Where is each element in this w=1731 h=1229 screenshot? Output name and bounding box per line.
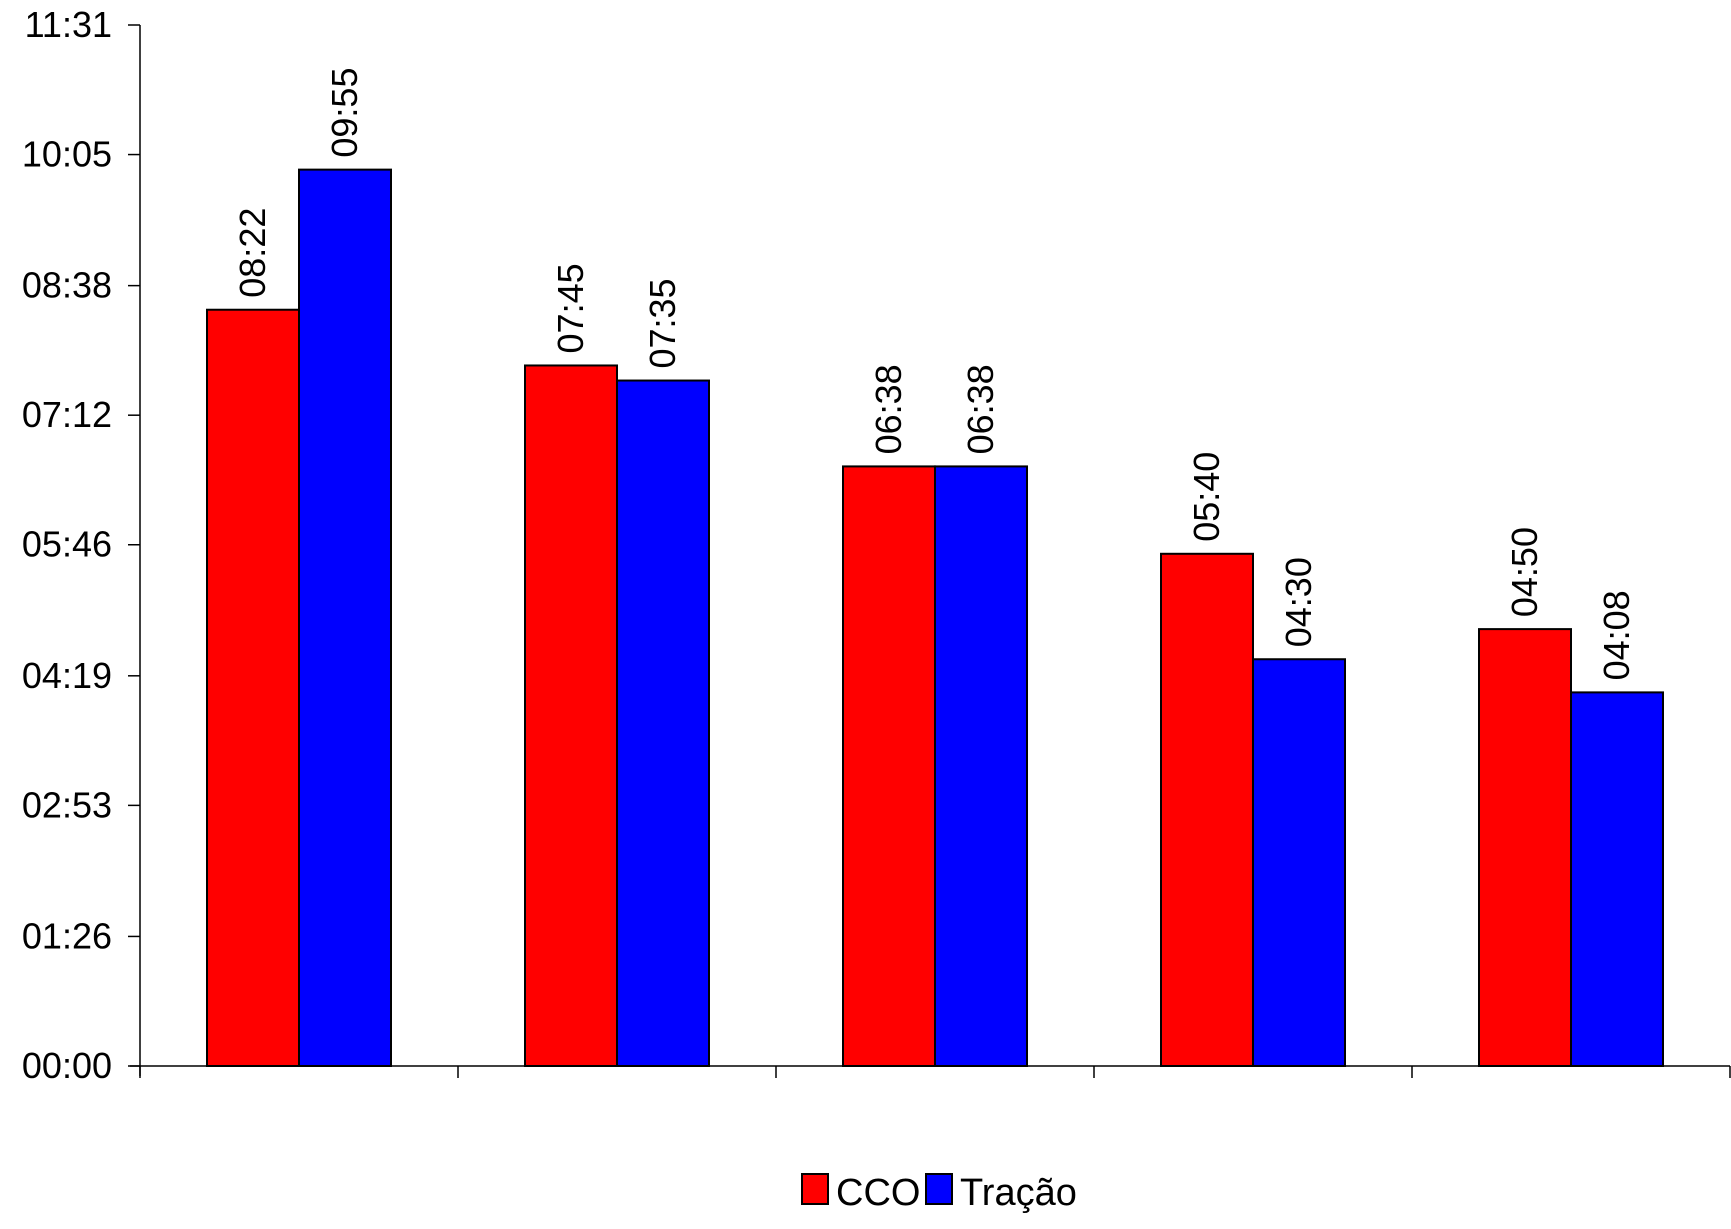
bar-tracao (1570, 691, 1664, 1067)
y-tick-label: 01:26 (22, 915, 112, 956)
data-label: 07:45 (550, 263, 591, 353)
bar-tracao (934, 465, 1028, 1068)
legend-swatch-tracao (925, 1173, 953, 1205)
y-tick-label: 10:05 (22, 134, 112, 175)
y-tick-label: 08:38 (22, 265, 112, 306)
bar-cco (1478, 628, 1572, 1068)
y-tick-label: 04:19 (22, 655, 112, 696)
y-tick-label: 00:00 (22, 1045, 112, 1086)
data-label: 08:22 (232, 208, 273, 298)
bar-tracao (616, 379, 710, 1067)
y-tick-label: 07:12 (22, 394, 112, 435)
y-tick-label: 02:53 (22, 784, 112, 825)
bar-tracao (298, 168, 392, 1067)
chart-legend: CCO Tração (801, 1172, 1077, 1214)
bar-cco (524, 364, 618, 1067)
chart-bars (206, 168, 1664, 1068)
data-label: 05:40 (1186, 452, 1227, 542)
chart-axes: 00:00 01:26 02:53 04:19 05:46 07:12 08:38 10:05… (22, 4, 1731, 1086)
data-label: 06:38 (868, 364, 909, 454)
chart-data-labels: 08:22 09:55 07:45 07:35 06:38 06:38 05:40 04:30… (232, 68, 1637, 681)
bar-tracao (1252, 658, 1346, 1068)
bar-cco (1160, 552, 1254, 1067)
data-label: 09:55 (324, 68, 365, 158)
data-label: 04:08 (1596, 590, 1637, 680)
data-label: 04:30 (1278, 557, 1319, 647)
bar-cco (206, 308, 300, 1067)
legend-label-cco: CCO (836, 1172, 920, 1214)
data-label: 04:50 (1504, 527, 1545, 617)
data-label: 06:38 (960, 364, 1001, 454)
y-tick-label: 05:46 (22, 524, 112, 565)
bar-cco (842, 465, 936, 1068)
y-tick-label: 11:31 (25, 4, 112, 45)
data-label: 07:35 (642, 278, 683, 368)
legend-label-tracao: Tração (960, 1172, 1077, 1214)
legend-swatch-cco (801, 1173, 829, 1205)
